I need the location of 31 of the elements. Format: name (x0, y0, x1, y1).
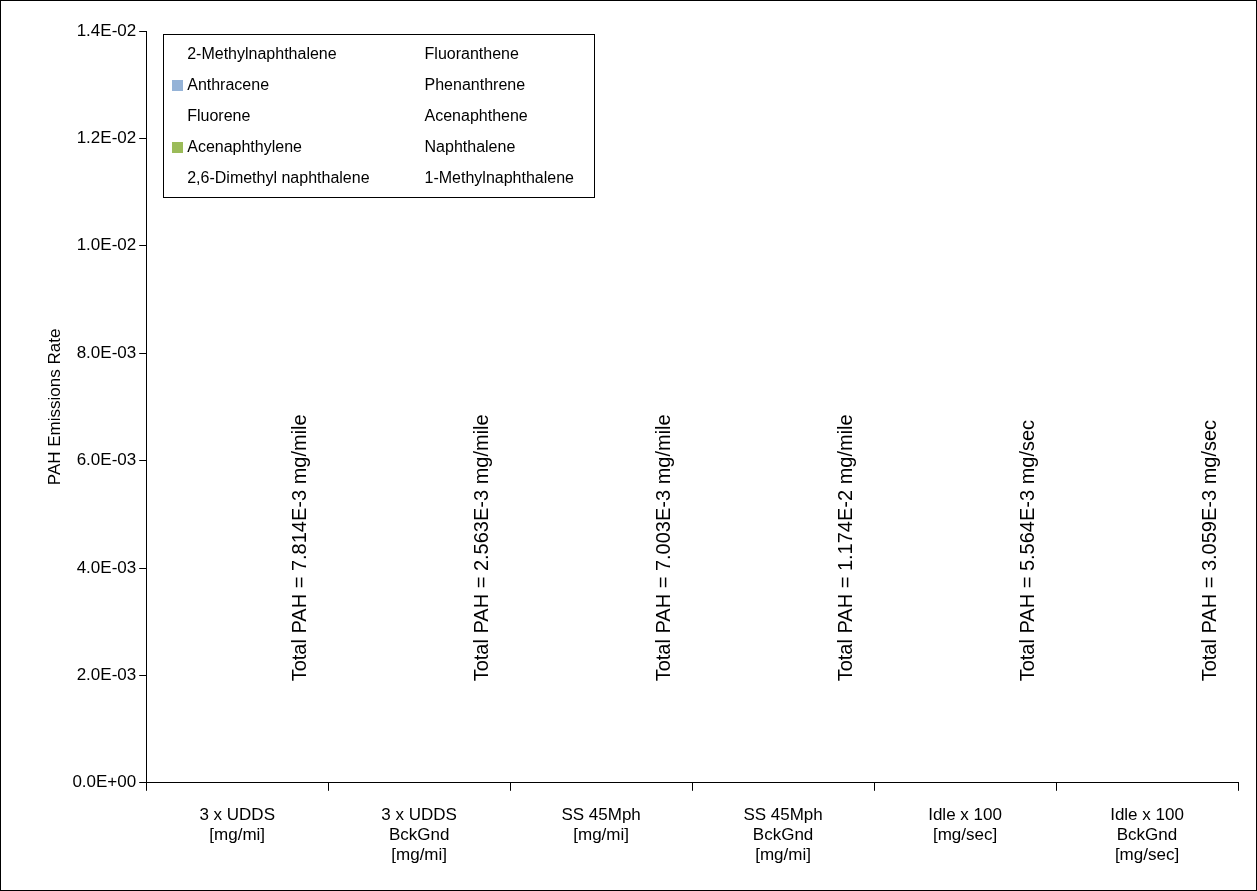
y-tick-label: 1.2E-02 (76, 128, 137, 148)
x-tick-label: 3 x UDDS [mg/mi] (199, 804, 275, 845)
y-tick-label: 8.0E-03 (76, 342, 137, 362)
x-tick-label: SS 45Mph [mg/mi] (561, 804, 641, 845)
y-tick-label: 1.0E-02 (76, 235, 137, 255)
text: 1-Methylnaphthalene (424, 169, 574, 187)
text: Fluorene (187, 107, 251, 125)
y-tick-label: 6.0E-03 (76, 450, 137, 470)
text: Total PAH = 2.563E-3 mg/mile (470, 414, 493, 682)
y-axis-title: PAH Emissions Rate (44, 328, 64, 486)
text: 2,6-Dimethyl naphthalene (187, 169, 370, 187)
text: Fluoranthene (424, 45, 519, 63)
y-tick-label: 2.0E-03 (76, 665, 137, 685)
x-tick-label: Idle x 100 [mg/sec] (928, 804, 1002, 845)
text: Acenaphthene (424, 107, 528, 125)
text: Total PAH = 5.564E-3 mg/sec (1016, 419, 1039, 682)
y-tick-label: 1.4E-02 (76, 20, 137, 40)
x-tick-label: 3 x UDDS BckGnd [mg/mi] (381, 804, 457, 865)
y-tick-label: 4.0E-03 (76, 557, 137, 577)
text: Phenanthrene (424, 76, 526, 94)
x-tick-label: SS 45Mph BckGnd [mg/mi] (743, 804, 823, 865)
text: Total PAH = 3.059E-3 mg/sec (1198, 419, 1221, 682)
legend-label: Anthracene (187, 76, 270, 94)
text: Total PAH = 1.174E-2 mg/mile (834, 414, 857, 682)
text: Total PAH = 7.003E-3 mg/mile (652, 414, 675, 682)
x-tick-label: Idle x 100 BckGnd [mg/sec] (1110, 804, 1184, 865)
legend-label: Acenaphthylene (187, 138, 302, 156)
text: Naphthalene (424, 138, 516, 156)
text: Total PAH = 7.814E-3 mg/mile (288, 414, 311, 682)
y-tick-label: 0.0E+00 (72, 772, 137, 792)
text: 2-Methylnaphthalene (187, 45, 337, 63)
